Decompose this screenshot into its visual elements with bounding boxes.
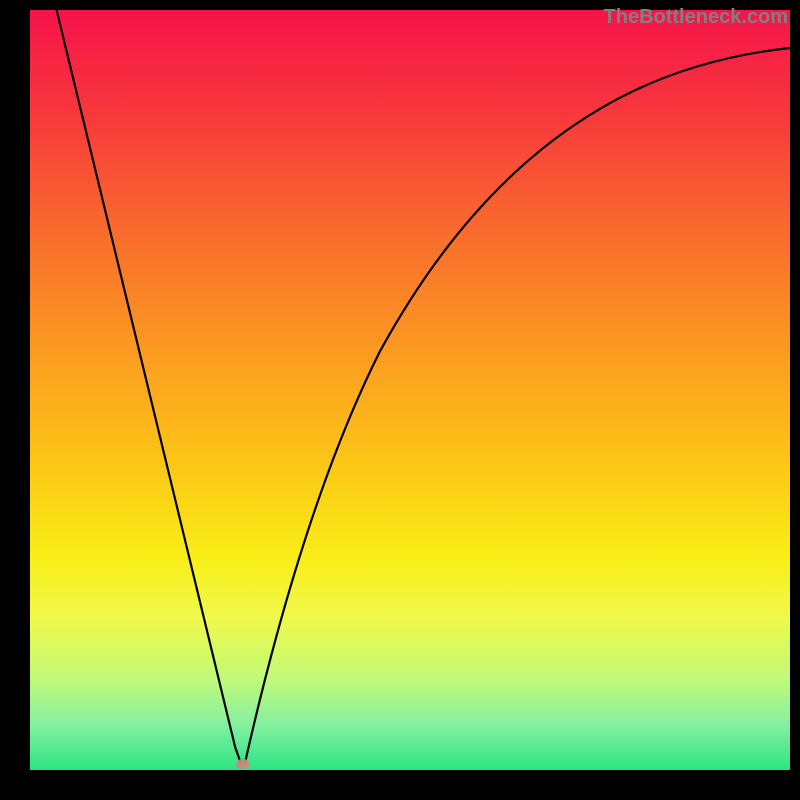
bottleneck-curve (30, 10, 790, 770)
watermark-text: TheBottleneck.com (604, 6, 788, 29)
curve-right-branch (245, 48, 790, 762)
optimum-marker (236, 759, 250, 769)
curve-left-branch (57, 10, 241, 762)
plot-area (30, 10, 790, 770)
chart-frame: TheBottleneck.com (0, 0, 800, 800)
